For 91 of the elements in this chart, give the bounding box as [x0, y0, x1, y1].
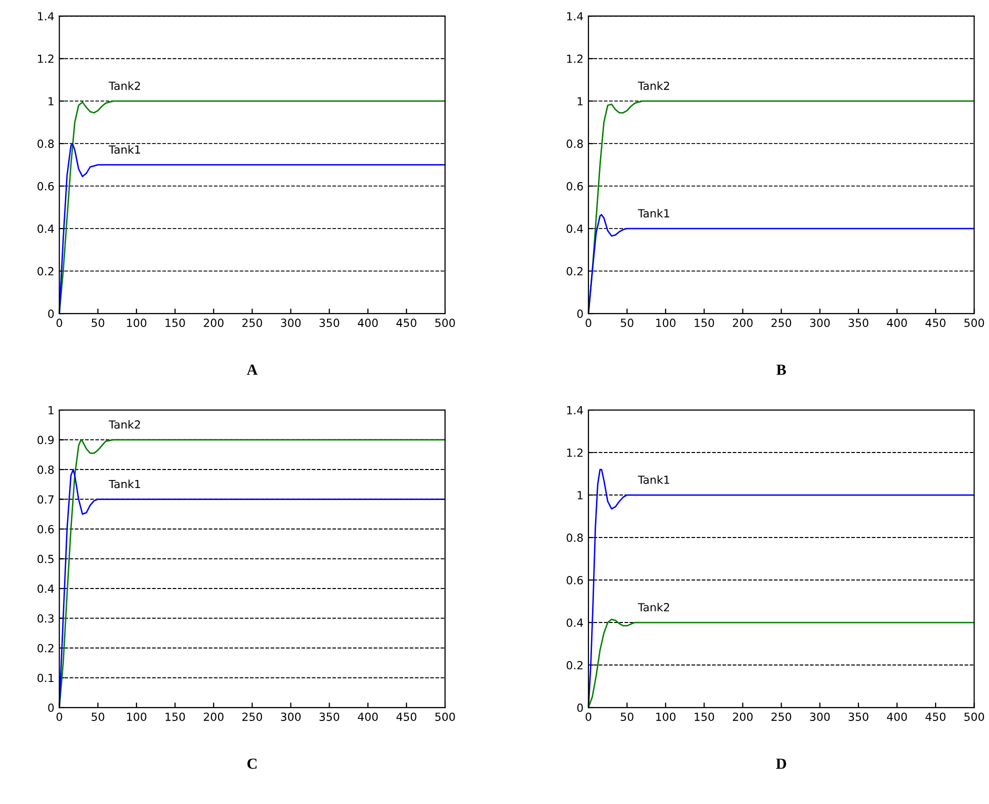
x-tick-label: 450	[926, 318, 946, 328]
y-tick-label: 0.1	[38, 674, 54, 682]
x-tick-label: 150	[166, 712, 185, 721]
y-tick-label: 0.2	[38, 644, 54, 652]
y-tick-label: 1	[578, 491, 583, 500]
x-tick-label: 450	[396, 712, 416, 721]
x-tick-label: 300	[810, 712, 830, 721]
x-tick-label: 450	[926, 712, 946, 721]
y-tick-label: 1.4	[567, 12, 583, 20]
y-tick-label: 0	[577, 703, 583, 712]
y-tick-label: 1	[48, 406, 54, 414]
x-tick-label: 50	[92, 712, 104, 721]
x-tick-label: 250	[242, 712, 262, 721]
x-tick-label: 400	[358, 712, 378, 721]
x-tick-label: 100	[656, 318, 676, 328]
x-tick-label: 400	[358, 318, 378, 328]
x-tick-label: 50	[92, 318, 104, 328]
text: B	[776, 364, 786, 375]
y-tick-label: 0.6	[38, 182, 54, 190]
x-tick-label: 0	[586, 318, 592, 328]
x-tick-label: 200	[204, 712, 224, 721]
x-tick-label: 500	[964, 712, 984, 721]
series-label: Tank2	[108, 420, 140, 429]
x-tick-label: 0	[56, 712, 62, 721]
y-tick-label: 1.2	[567, 448, 582, 457]
x-tick-label: 100	[127, 712, 146, 721]
y-tick-label: 0.8	[566, 534, 583, 542]
y-tick-label: 0.2	[566, 267, 582, 276]
text: D	[776, 758, 786, 769]
series-label: Tank1	[638, 208, 670, 218]
x-tick-label: 300	[810, 318, 830, 328]
x-tick-label: 500	[435, 712, 455, 721]
x-tick-label: 250	[772, 712, 792, 721]
series-label: Tank1	[108, 480, 140, 488]
x-tick-label: 500	[435, 318, 455, 328]
x-tick-label: 350	[320, 318, 340, 328]
y-tick-label: 0.8	[566, 140, 583, 148]
y-tick-label: 0	[48, 310, 54, 318]
x-tick-label: 350	[848, 318, 868, 328]
y-tick-label: 0.6	[566, 182, 583, 190]
x-tick-label: 150	[166, 318, 185, 328]
y-tick-label: 0.8	[38, 140, 54, 148]
y-tick-label: 1.2	[38, 54, 54, 63]
y-tick-label: 0.5	[38, 554, 54, 564]
y-tick-label: 0.2	[566, 661, 582, 670]
y-tick-label: 1	[48, 97, 54, 106]
y-tick-label: 0.7	[38, 495, 54, 504]
series-label: Tank1	[638, 475, 670, 484]
x-tick-label: 450	[396, 318, 416, 328]
x-tick-label: 350	[848, 712, 868, 721]
series-label: Tank2	[638, 81, 670, 90]
y-tick-label: 0.6	[566, 576, 583, 584]
y-tick-label: 0.9	[38, 436, 54, 444]
x-tick-label: 250	[772, 318, 792, 328]
y-tick-label: 1	[578, 97, 583, 106]
x-tick-label: 200	[732, 318, 753, 328]
series-label: Tank2	[108, 81, 140, 90]
y-tick-label: 1.4	[38, 12, 54, 20]
x-tick-label: 150	[694, 318, 714, 328]
y-tick-label: 0.3	[38, 614, 54, 623]
y-tick-label: 0	[48, 703, 54, 712]
x-tick-label: 200	[732, 712, 753, 721]
x-tick-label: 500	[964, 318, 984, 328]
series-label: Tank1	[108, 145, 140, 154]
text: C	[247, 758, 257, 769]
y-tick-label: 1.4	[567, 406, 583, 414]
x-tick-label: 50	[620, 712, 634, 721]
series-label: Tank2	[638, 602, 670, 612]
x-tick-label: 0	[56, 318, 62, 328]
x-tick-label: 300	[281, 712, 301, 721]
y-tick-label: 0	[577, 310, 583, 318]
y-tick-label: 0.4	[566, 618, 583, 627]
x-tick-label: 400	[886, 318, 907, 328]
x-tick-label: 200	[204, 318, 224, 328]
y-tick-label: 0.8	[38, 466, 54, 474]
x-tick-label: 300	[281, 318, 301, 328]
y-tick-label: 0.6	[38, 525, 54, 534]
y-tick-label: 0.4	[566, 224, 583, 233]
text: A	[246, 364, 258, 375]
x-tick-label: 100	[127, 318, 146, 328]
x-tick-label: 0	[586, 712, 592, 721]
x-tick-label: 350	[320, 712, 340, 721]
x-tick-label: 100	[656, 712, 676, 721]
x-tick-label: 250	[242, 318, 262, 328]
y-tick-label: 0.4	[38, 224, 54, 233]
y-tick-label: 0.2	[38, 267, 54, 276]
x-tick-label: 50	[620, 318, 634, 328]
y-tick-label: 1.2	[567, 54, 582, 63]
x-tick-label: 400	[886, 712, 907, 721]
y-tick-label: 0.4	[38, 584, 54, 593]
x-tick-label: 150	[694, 712, 714, 721]
